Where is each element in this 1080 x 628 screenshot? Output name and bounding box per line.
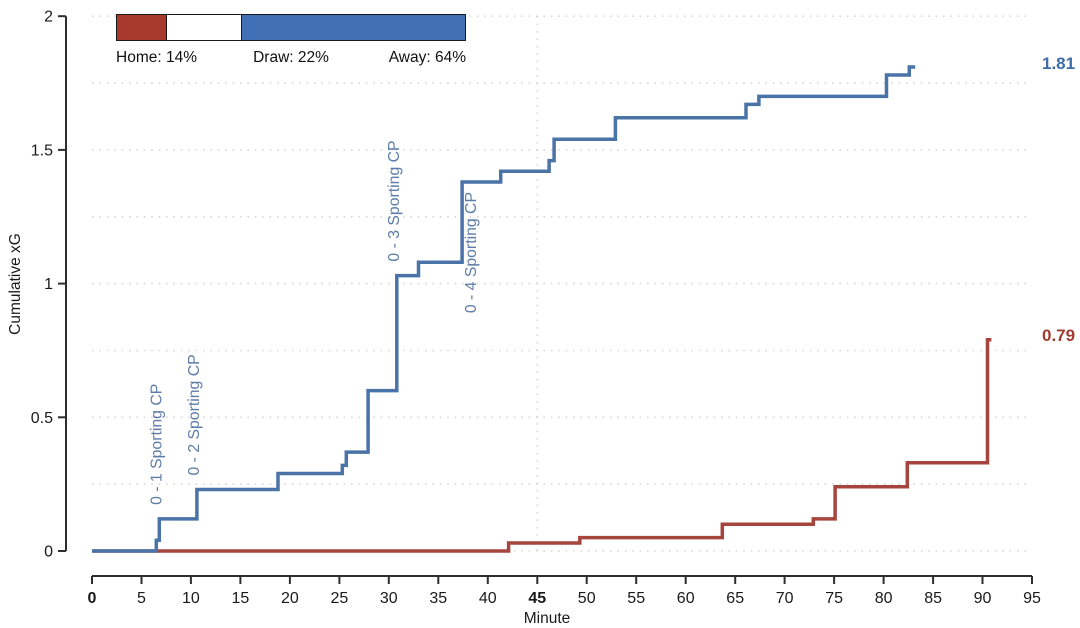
goal-annotation: 0 - 1 Sporting CP (148, 384, 165, 505)
x-tick-label: 65 (726, 590, 744, 607)
x-tick-label: 15 (232, 590, 250, 607)
x-tick-label: 45 (528, 590, 546, 607)
x-tick-label: 75 (825, 590, 843, 607)
odds-bar-draw-segment (165, 15, 243, 40)
y-tick-label: 1 (44, 276, 53, 293)
x-tick-label: 30 (380, 590, 398, 607)
x-tick-label: 80 (875, 590, 893, 607)
x-tick-label: 35 (429, 590, 447, 607)
x-tick-label: 95 (1023, 590, 1041, 607)
x-tick-label: 50 (578, 590, 596, 607)
x-tick-label: 10 (182, 590, 200, 607)
draw-odds-label: Draw: 22% (253, 49, 329, 66)
x-tick-label: 5 (137, 590, 146, 607)
away-odds-label: Away: 64% (388, 49, 466, 66)
y-tick-label: 1.5 (31, 142, 53, 159)
xg-step-line-home (92, 338, 992, 553)
x-tick-label: 25 (331, 590, 349, 607)
x-tick-label: 70 (776, 590, 794, 607)
away-final-xg-label: 1.81 (1042, 54, 1075, 73)
odds-labels: Home: 14% Draw: 22% Away: 64% (116, 49, 466, 68)
odds-bar-away-segment (242, 15, 465, 40)
y-tick-label: 2 (44, 9, 53, 26)
match-odds-legend: Home: 14% Draw: 22% Away: 64% (116, 14, 466, 68)
xg-step-line-away (92, 65, 916, 553)
x-axis-title: Minute (524, 610, 571, 627)
home-odds-label: Home: 14% (116, 49, 197, 66)
x-tick-label: 90 (974, 590, 992, 607)
x-tick-label: 20 (281, 590, 299, 607)
y-tick-label: 0 (44, 544, 53, 561)
x-tick-label: 0 (88, 590, 97, 607)
x-tick-label: 40 (479, 590, 497, 607)
goal-annotation: 0 - 3 Sporting CP (386, 140, 403, 261)
odds-bar (116, 14, 466, 41)
goal-annotation: 0 - 4 Sporting CP (463, 192, 480, 313)
odds-bar-home-segment (117, 15, 166, 40)
home-final-xg-label: 0.79 (1042, 326, 1075, 345)
x-tick-label: 85 (924, 590, 942, 607)
y-tick-label: 0.5 (31, 410, 53, 427)
y-axis-title: Cumulative xG (7, 233, 24, 335)
x-tick-label: 60 (677, 590, 695, 607)
x-tick-label: 55 (627, 590, 645, 607)
goal-annotation: 0 - 2 Sporting CP (186, 354, 203, 475)
